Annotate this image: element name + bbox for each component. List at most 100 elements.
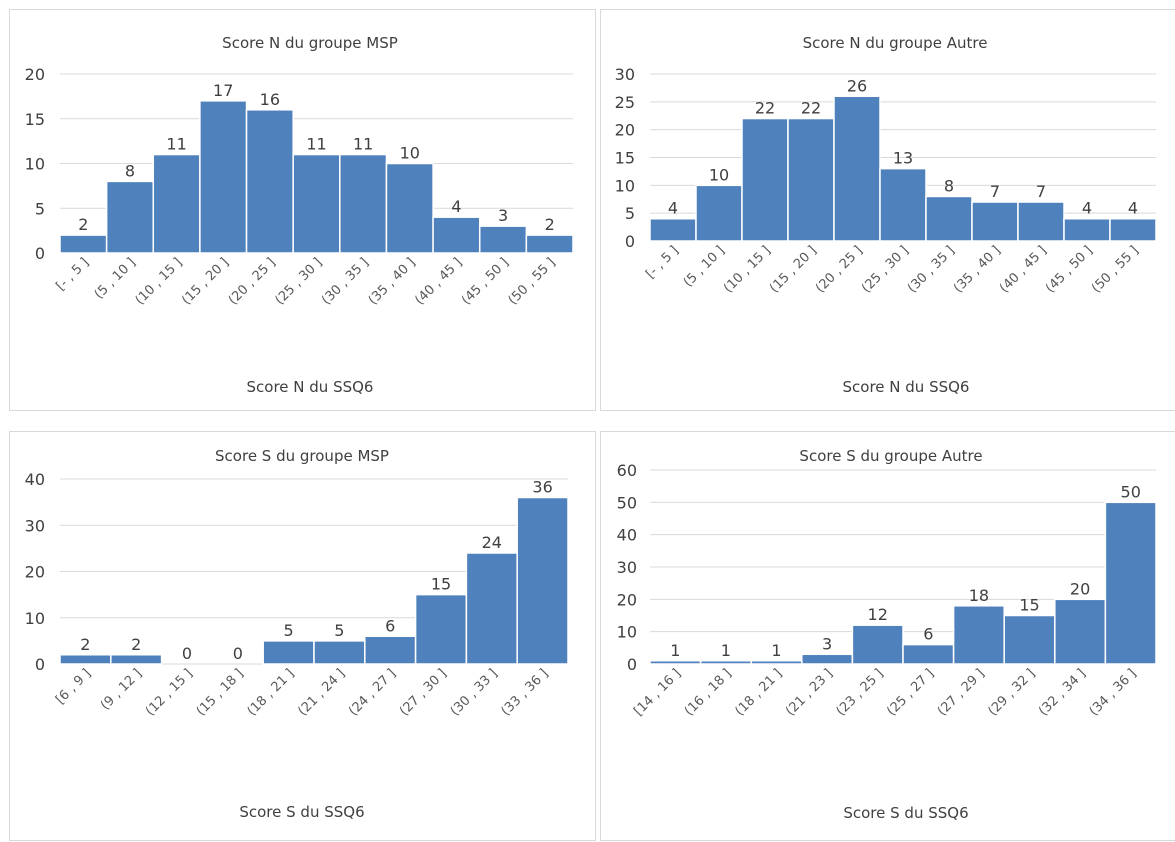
data-label: 2 — [131, 635, 141, 654]
x-tick-label: (24 , 27 ] — [346, 666, 399, 719]
x-axis-title: Score S du SSQ6 — [239, 803, 364, 821]
bar — [1003, 614, 1056, 665]
data-label: 26 — [847, 76, 867, 95]
chart-n-msp: Score N du groupe MSP Score N du SSQ6 0 5… — [25, 34, 574, 396]
bar — [313, 640, 366, 665]
data-label: 6 — [923, 625, 933, 644]
x-tick-label: (16 , 18 ] — [682, 666, 735, 719]
x-tick-label: (9 , 12 ] — [98, 666, 145, 713]
x-tick-label: (5 , 10 ] — [681, 243, 728, 290]
x-tick-label: (12 , 15 ] — [143, 666, 196, 719]
y-tick-label: 20 — [25, 563, 45, 582]
bar — [59, 654, 112, 665]
bar — [414, 593, 468, 665]
data-label: 17 — [213, 81, 233, 100]
x-tick-label: (50 , 55 ] — [506, 255, 559, 308]
x-tick-label: (45 , 50 ] — [459, 255, 512, 308]
data-label: 1 — [670, 641, 680, 660]
data-label: 16 — [260, 90, 280, 109]
bar — [952, 605, 1005, 665]
bar — [1017, 201, 1065, 242]
bar — [833, 95, 881, 242]
y-tick-label: 10 — [25, 609, 45, 628]
bar — [478, 225, 528, 254]
y-tick-label: 10 — [615, 176, 635, 195]
chart-panel-s-msp: Score S du groupe MSP Score S du SSQ6 0 1… — [9, 431, 596, 841]
x-tick-label: (35 , 40 ] — [366, 255, 419, 308]
bar — [262, 640, 315, 665]
plot-area: 0 5 10 15 20 25 30 4 [- , 5 ] 10 (5 , 10 ] 22 (10 , … — [615, 65, 1157, 296]
bar — [787, 117, 835, 242]
bar — [649, 217, 697, 242]
chart-panel-s-autre: Score S du groupe Autre Score S du SSQ6 … — [600, 431, 1175, 841]
x-tick-label: (35 , 40 ] — [951, 243, 1004, 296]
x-tick-label: (18 , 21 ] — [245, 666, 298, 719]
bar — [1063, 217, 1111, 242]
bar — [741, 117, 789, 242]
y-tick-label: 50 — [617, 493, 637, 512]
data-label: 15 — [1019, 596, 1039, 615]
data-label: 1 — [771, 641, 781, 660]
bar — [465, 552, 518, 665]
y-tick-label: 40 — [25, 470, 45, 489]
data-label: 13 — [893, 149, 913, 168]
y-tick-label: 10 — [617, 623, 637, 642]
chart-s-autre: Score S du groupe Autre Score S du SSQ6 … — [617, 447, 1157, 822]
data-label: 20 — [1070, 579, 1090, 598]
bar — [971, 201, 1019, 242]
x-tick-label: (40 , 45 ] — [412, 255, 465, 308]
bar — [695, 184, 743, 242]
y-tick-label: 60 — [617, 461, 637, 480]
data-label: 22 — [801, 99, 821, 118]
x-axis-title: Score N du SSQ6 — [247, 378, 374, 396]
y-tick-label: 5 — [35, 199, 45, 218]
y-tick-label: 30 — [617, 558, 637, 577]
data-label: 11 — [166, 135, 186, 154]
data-label: 4 — [1128, 199, 1138, 218]
bar — [152, 153, 201, 254]
y-tick-label: 10 — [25, 155, 45, 174]
x-tick-label: (15 , 20 ] — [179, 255, 232, 308]
x-tick-label: (30 , 35 ] — [905, 243, 958, 296]
data-label: 6 — [385, 616, 395, 635]
bar — [801, 653, 854, 665]
x-tick-label: (27 , 30 ] — [397, 666, 450, 719]
x-tick-label: (33 , 36 ] — [499, 666, 552, 719]
chart-panel-n-msp: Score N du groupe MSP Score N du SSQ6 0 5… — [9, 9, 596, 411]
data-label: 3 — [498, 206, 508, 225]
data-label: 11 — [353, 135, 373, 154]
x-tick-label: (30 , 35 ] — [319, 255, 372, 308]
data-label: 15 — [431, 575, 451, 594]
x-tick-label: (30 , 33 ] — [448, 666, 501, 719]
data-label: 12 — [868, 605, 888, 624]
y-tick-label: 20 — [25, 65, 45, 84]
bar — [199, 100, 248, 254]
x-tick-label: (25 , 30 ] — [272, 255, 325, 308]
x-tick-label: (50 , 55 ] — [1089, 243, 1142, 296]
bar — [879, 167, 927, 242]
plot-area: 0 5 10 15 20 2 [- , 5 ] 8 (5 , 10 ] 11 (10 , 15 ] 1… — [25, 65, 574, 308]
y-tick-label: 15 — [615, 149, 635, 168]
data-label: 2 — [78, 215, 88, 234]
data-label: 11 — [306, 135, 326, 154]
x-tick-label: (21 , 24 ] — [295, 666, 348, 719]
x-tick-label: (5 , 10 ] — [92, 255, 139, 302]
x-tick-label: (10 , 15 ] — [721, 243, 774, 296]
x-axis-title: Score S du SSQ6 — [843, 804, 968, 822]
x-tick-label: (20 , 25 ] — [226, 255, 279, 308]
bar — [525, 234, 574, 254]
chart-title: Score S du groupe MSP — [215, 447, 389, 465]
data-label: 8 — [944, 176, 954, 195]
data-label: 18 — [969, 586, 989, 605]
data-label: 4 — [668, 199, 678, 218]
x-tick-label: [- , 5 ] — [643, 243, 682, 282]
x-tick-label: (23 , 25 ] — [834, 666, 887, 719]
x-tick-label: (27 , 29 ] — [935, 666, 988, 719]
y-tick-label: 0 — [35, 244, 45, 263]
data-label: 50 — [1121, 482, 1141, 501]
x-tick-label: (18 , 21 ] — [732, 666, 785, 719]
chart-n-autre: Score N du groupe Autre Score N du SSQ6 … — [615, 34, 1157, 396]
bar — [292, 153, 341, 254]
x-tick-label: (32 , 34 ] — [1036, 666, 1089, 719]
